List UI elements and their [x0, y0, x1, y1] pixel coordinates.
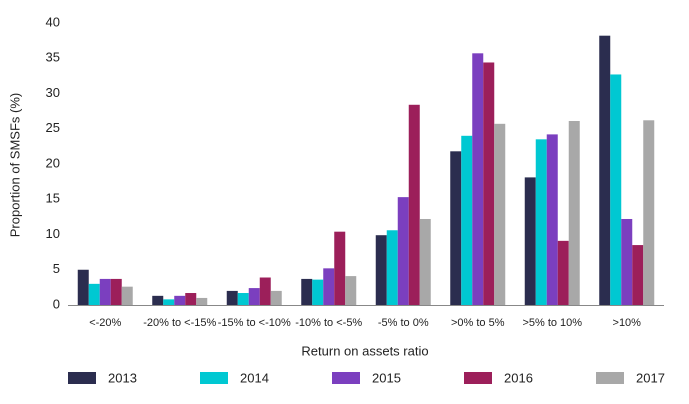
x-axis-label: Return on assets ratio	[301, 343, 428, 358]
bar	[226, 290, 238, 305]
bar	[386, 230, 398, 305]
bar	[557, 240, 569, 305]
y-tick-label: 35	[46, 50, 60, 65]
bar	[621, 218, 633, 305]
legend-label: 2017	[636, 370, 665, 385]
y-tick-label: 25	[46, 120, 60, 135]
x-tick-label: -5% to 0%	[378, 317, 429, 329]
y-tick-label: 20	[46, 155, 60, 170]
bar	[121, 286, 133, 305]
bar	[345, 276, 357, 305]
bar	[643, 120, 655, 305]
bar	[535, 139, 547, 305]
y-tick-label: 30	[46, 85, 60, 100]
y-tick-label: 5	[53, 261, 60, 276]
bar	[450, 151, 462, 305]
x-tick-label: >0% to 5%	[451, 317, 505, 329]
bar	[408, 104, 420, 305]
y-tick-label: 15	[46, 191, 60, 206]
bar	[632, 245, 644, 305]
bar	[397, 197, 409, 305]
bar	[472, 53, 484, 305]
bar	[419, 218, 431, 305]
bar	[301, 278, 313, 305]
x-tick-label: >5% to 10%	[522, 317, 582, 329]
legend-swatch	[464, 372, 492, 384]
y-tick-label: 0	[53, 296, 60, 311]
bar	[568, 120, 580, 306]
legend-label: 2015	[372, 370, 401, 385]
bar	[174, 295, 186, 305]
bar	[77, 269, 89, 305]
legend-swatch	[200, 372, 228, 384]
bar	[461, 135, 473, 305]
bar	[483, 62, 495, 306]
y-tick-label: 40	[46, 14, 60, 29]
x-tick-label: -20% to <-15%	[143, 317, 216, 329]
bar	[375, 235, 387, 305]
legend-swatch	[332, 372, 360, 384]
bar	[152, 295, 164, 305]
y-tick-label: 10	[46, 226, 60, 241]
bar	[546, 134, 558, 305]
legend-label: 2016	[504, 370, 533, 385]
bar	[270, 290, 282, 305]
bar	[323, 268, 335, 305]
bar	[99, 278, 111, 305]
x-tick-label: <-20%	[89, 317, 121, 329]
bar	[259, 277, 271, 305]
bar	[196, 297, 208, 305]
bar	[494, 123, 506, 305]
bar	[110, 278, 122, 305]
legend-label: 2013	[108, 370, 137, 385]
x-tick-label: >10%	[613, 317, 642, 329]
bar	[610, 74, 622, 305]
legend-swatch	[68, 372, 96, 384]
bar	[237, 293, 249, 305]
bar	[312, 279, 324, 305]
bar	[599, 35, 611, 305]
bar	[88, 283, 100, 305]
legend-swatch	[596, 372, 624, 384]
x-tick-label: -10% to <-5%	[295, 317, 362, 329]
legend-label: 2014	[240, 370, 269, 385]
bar	[248, 288, 260, 305]
bar	[334, 231, 346, 305]
x-tick-label: -15% to <-10%	[218, 317, 291, 329]
bar	[185, 293, 197, 305]
bar	[163, 299, 175, 305]
bar	[524, 177, 536, 305]
y-axis-label: Proportion of SMSFs (%)	[7, 93, 22, 238]
